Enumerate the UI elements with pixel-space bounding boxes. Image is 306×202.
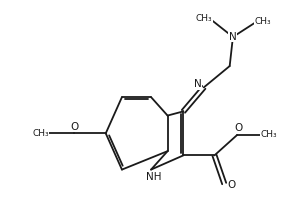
Text: O: O xyxy=(227,180,235,190)
Text: CH₃: CH₃ xyxy=(32,129,49,138)
Text: CH₃: CH₃ xyxy=(254,17,271,26)
Text: O: O xyxy=(234,123,242,133)
Text: O: O xyxy=(71,122,79,132)
Text: CH₃: CH₃ xyxy=(260,130,277,139)
Text: NH: NH xyxy=(146,172,161,182)
Text: CH₃: CH₃ xyxy=(196,14,212,23)
Text: N: N xyxy=(229,32,237,42)
Text: N: N xyxy=(194,79,202,89)
